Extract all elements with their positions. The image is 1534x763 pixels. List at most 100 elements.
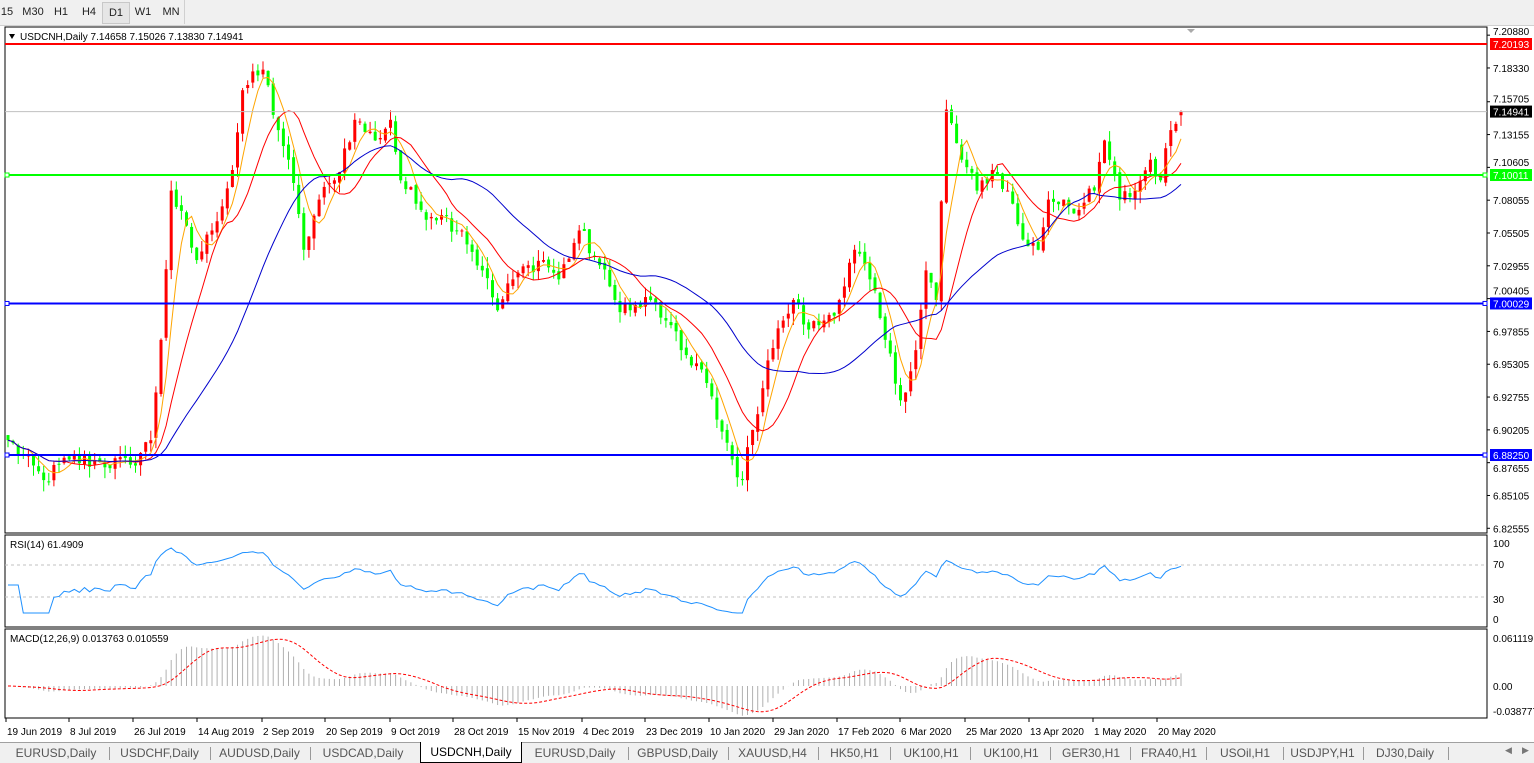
candle-body xyxy=(1174,123,1178,132)
candle-body xyxy=(378,137,382,140)
chart-window[interactable]: 7.20880 7.18330 7.15705 7.13155 7.10605 7.080… xyxy=(0,25,1534,743)
chart-tab[interactable]: USDCAD,Daily xyxy=(322,746,404,760)
candle-body xyxy=(827,314,831,322)
candle-body xyxy=(480,265,484,271)
candle-body xyxy=(363,123,367,132)
chart-tab[interactable]: EURUSD,Daily xyxy=(534,746,616,760)
candle-body xyxy=(598,258,602,266)
candle-body xyxy=(450,218,454,232)
candle-body xyxy=(919,309,923,349)
chart-tab[interactable]: EURUSD,Daily xyxy=(15,746,97,760)
chart-tab[interactable]: FRA40,H1 xyxy=(1140,746,1198,760)
candle-body xyxy=(812,321,816,329)
timeframe-button-h1[interactable]: H1 xyxy=(53,6,69,18)
tab-separator xyxy=(728,747,729,760)
chart-canvas[interactable]: 7.20880 7.18330 7.15705 7.13155 7.10605 7.080… xyxy=(0,25,1534,743)
chart-tab[interactable]: USDCHF,Daily xyxy=(120,746,199,760)
candle-body xyxy=(144,442,148,452)
timeframe-button-m30[interactable]: M30 xyxy=(22,6,44,18)
candle-body xyxy=(1041,227,1045,251)
candle-body xyxy=(679,330,683,351)
candle-body xyxy=(6,435,10,441)
candle-body xyxy=(817,320,821,326)
candle-body xyxy=(939,201,943,302)
candle-body xyxy=(475,249,479,266)
candle-body xyxy=(914,350,918,370)
chart-tab[interactable]: USDCNH,Daily xyxy=(420,742,522,763)
candle-body xyxy=(1021,223,1025,240)
candle-body xyxy=(343,148,347,173)
candle-body xyxy=(1092,187,1096,191)
candle-body xyxy=(746,447,749,481)
candle-body xyxy=(67,456,71,460)
timeframe-button-15[interactable]: 15 xyxy=(0,6,14,18)
chart-tab[interactable]: XAUUSD,H4 xyxy=(738,746,807,760)
candle-body xyxy=(960,144,964,160)
tabs-scroll-right-icon[interactable]: ▶ xyxy=(1522,745,1529,755)
chart-tab[interactable]: GER30,H1 xyxy=(1061,746,1121,760)
chart-tab[interactable]: USDJPY,H1 xyxy=(1290,746,1355,760)
candle-body xyxy=(57,463,61,465)
tab-separator xyxy=(970,747,971,760)
candle-body xyxy=(159,339,163,394)
chart-tab[interactable]: UK100,H1 xyxy=(983,746,1039,760)
tab-separator xyxy=(310,747,311,760)
candle-body xyxy=(893,352,897,384)
candle-body xyxy=(1179,111,1183,116)
candle-body xyxy=(705,368,709,384)
candle-body xyxy=(837,299,841,314)
candle-body xyxy=(710,383,714,397)
candle-body xyxy=(236,132,239,168)
candle-body xyxy=(929,272,933,283)
candle-body xyxy=(955,123,959,144)
timeframe-button-w1[interactable]: W1 xyxy=(134,6,152,18)
chart-tab[interactable]: DJ30,Daily xyxy=(1375,746,1435,760)
candle-body xyxy=(700,362,704,370)
candle-body xyxy=(271,83,275,115)
candle-body xyxy=(608,269,612,287)
timeframe-toolbar: 15 M30 H1 H4 D1 W1 MN xyxy=(0,0,1534,24)
chart-tab[interactable]: AUDUSD,Daily xyxy=(219,746,300,760)
candle-body xyxy=(1133,190,1137,200)
candle-body xyxy=(720,420,724,432)
candle-body xyxy=(669,321,673,326)
candle-body xyxy=(16,445,20,456)
chart-tab[interactable]: USOil,H1 xyxy=(1219,746,1270,760)
candle-body xyxy=(985,178,989,184)
price-label-box xyxy=(1490,169,1532,182)
candle-body xyxy=(888,340,892,354)
candle-body xyxy=(179,205,183,211)
candle-body xyxy=(649,296,653,300)
collapse-triangle-icon xyxy=(9,34,15,39)
chart-tab[interactable]: HK50,H1 xyxy=(830,746,879,760)
timeframe-button-mn[interactable]: MN xyxy=(162,6,180,18)
chart-tabs-bar: EURUSD,Daily USDCHF,Daily AUDUSD,Daily USDC… xyxy=(0,742,1534,763)
candle-body xyxy=(404,181,408,190)
candle-body xyxy=(434,217,438,221)
candle-body xyxy=(440,215,443,220)
candle-body xyxy=(1148,159,1152,172)
candle-body xyxy=(1108,141,1112,160)
chart-tab[interactable]: GBPUSD,Daily xyxy=(637,746,718,760)
candle-body xyxy=(281,128,285,147)
date-axis-label: 8 Jul 2019 xyxy=(70,727,117,738)
date-axis-label: 2 Sep 2019 xyxy=(263,727,315,738)
candle-body xyxy=(98,458,102,463)
timeframe-button-d1[interactable]: D1 xyxy=(102,2,130,24)
date-axis-label: 20 Sep 2019 xyxy=(326,727,383,738)
candle-body xyxy=(37,466,41,472)
candle-body xyxy=(511,279,515,286)
tabs-scroll-left-icon[interactable]: ◀ xyxy=(1505,745,1512,755)
candle-body xyxy=(465,231,469,245)
candle-body xyxy=(904,392,908,402)
candle-body xyxy=(322,186,326,198)
date-axis-label: 14 Aug 2019 xyxy=(198,727,255,738)
candle-body xyxy=(429,216,433,219)
chart-tab[interactable]: UK100,H1 xyxy=(903,746,959,760)
candle-body xyxy=(455,230,459,232)
price-line-label: 6.88250 xyxy=(1493,451,1530,462)
timeframe-button-h4[interactable]: H4 xyxy=(81,6,97,18)
candle-body xyxy=(154,392,158,438)
candle-body xyxy=(1052,198,1055,202)
tab-separator xyxy=(1448,747,1449,760)
